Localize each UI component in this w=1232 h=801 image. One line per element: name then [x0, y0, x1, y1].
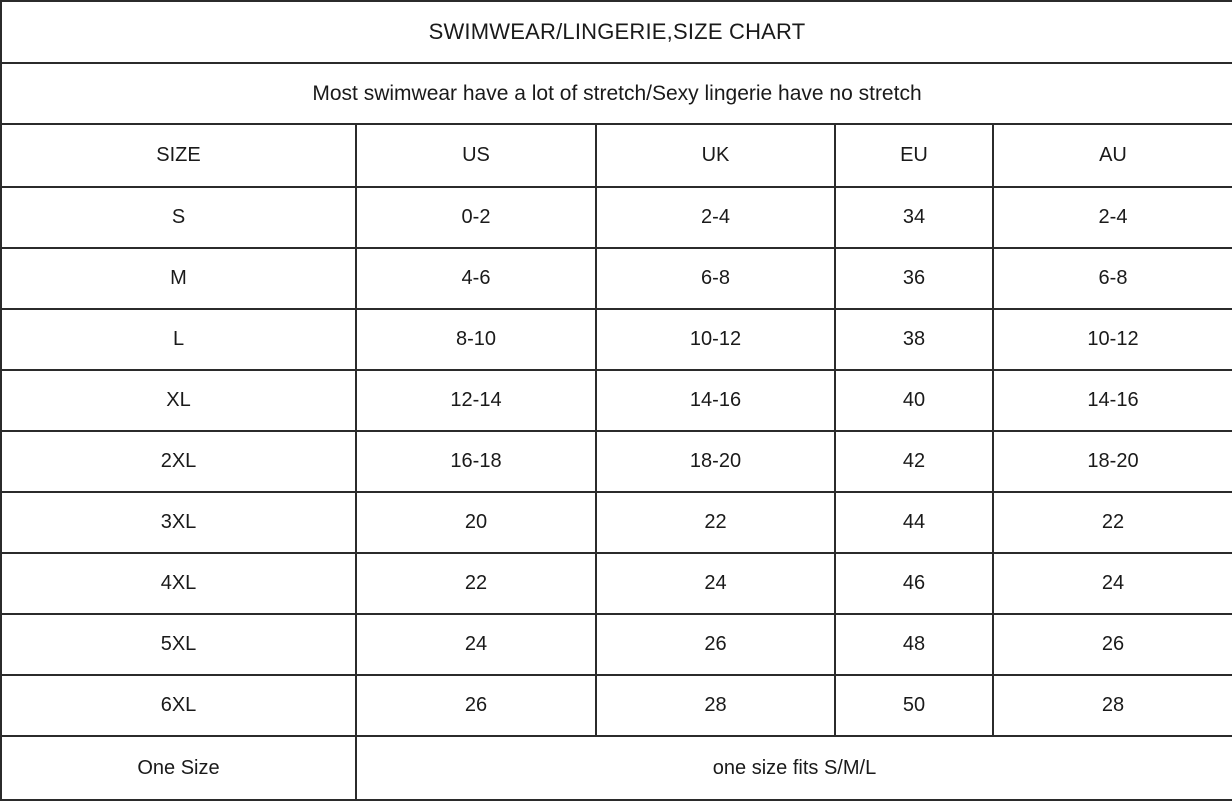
cell-au: 24: [992, 552, 1232, 615]
column-header-eu: EU: [834, 123, 994, 188]
cell-us: 4-6: [355, 247, 597, 310]
column-header-uk: UK: [595, 123, 836, 188]
cell-uk: 24: [595, 552, 836, 615]
table-row: 4XL 22 24 46 24: [0, 552, 1232, 615]
cell-us: 24: [355, 613, 597, 676]
cell-uk: 6-8: [595, 247, 836, 310]
cell-uk: 22: [595, 491, 836, 554]
cell-au: 14-16: [992, 369, 1232, 432]
one-size-row: One Size one size fits S/M/L: [0, 735, 1232, 801]
table-row: XL 12-14 14-16 40 14-16: [0, 369, 1232, 432]
column-header-size: SIZE: [0, 123, 357, 188]
cell-size: M: [0, 247, 357, 310]
column-header-au: AU: [992, 123, 1232, 188]
cell-us: 0-2: [355, 186, 597, 249]
cell-eu: 42: [834, 430, 994, 493]
cell-us: 20: [355, 491, 597, 554]
table-row: S 0-2 2-4 34 2-4: [0, 186, 1232, 249]
cell-us: 8-10: [355, 308, 597, 371]
cell-us: 26: [355, 674, 597, 737]
cell-size: 5XL: [0, 613, 357, 676]
cell-au: 6-8: [992, 247, 1232, 310]
cell-one-size-label: One Size: [0, 735, 357, 801]
cell-au: 28: [992, 674, 1232, 737]
cell-uk: 14-16: [595, 369, 836, 432]
cell-size: 6XL: [0, 674, 357, 737]
cell-au: 10-12: [992, 308, 1232, 371]
cell-au: 2-4: [992, 186, 1232, 249]
cell-size: 4XL: [0, 552, 357, 615]
chart-subtitle-row: Most swimwear have a lot of stretch/Sexy…: [0, 62, 1232, 125]
table-row: M 4-6 6-8 36 6-8: [0, 247, 1232, 310]
chart-subtitle: Most swimwear have a lot of stretch/Sexy…: [0, 62, 1232, 125]
column-header-us: US: [355, 123, 597, 188]
cell-one-size-note: one size fits S/M/L: [355, 735, 1232, 801]
table-row: 6XL 26 28 50 28: [0, 674, 1232, 737]
cell-au: 26: [992, 613, 1232, 676]
cell-eu: 44: [834, 491, 994, 554]
column-header-row: SIZE US UK EU AU: [0, 123, 1232, 188]
cell-eu: 36: [834, 247, 994, 310]
cell-au: 18-20: [992, 430, 1232, 493]
cell-us: 16-18: [355, 430, 597, 493]
cell-uk: 26: [595, 613, 836, 676]
cell-size: 3XL: [0, 491, 357, 554]
cell-us: 12-14: [355, 369, 597, 432]
cell-uk: 18-20: [595, 430, 836, 493]
cell-eu: 38: [834, 308, 994, 371]
cell-eu: 50: [834, 674, 994, 737]
chart-title: SWIMWEAR/LINGERIE,SIZE CHART: [0, 0, 1232, 64]
cell-size: XL: [0, 369, 357, 432]
cell-us: 22: [355, 552, 597, 615]
cell-eu: 48: [834, 613, 994, 676]
cell-size: S: [0, 186, 357, 249]
cell-eu: 46: [834, 552, 994, 615]
cell-au: 22: [992, 491, 1232, 554]
table-row: 3XL 20 22 44 22: [0, 491, 1232, 554]
cell-eu: 40: [834, 369, 994, 432]
table-row: L 8-10 10-12 38 10-12: [0, 308, 1232, 371]
cell-uk: 28: [595, 674, 836, 737]
cell-uk: 2-4: [595, 186, 836, 249]
cell-uk: 10-12: [595, 308, 836, 371]
chart-title-row: SWIMWEAR/LINGERIE,SIZE CHART: [0, 0, 1232, 64]
cell-eu: 34: [834, 186, 994, 249]
cell-size: 2XL: [0, 430, 357, 493]
cell-size: L: [0, 308, 357, 371]
table-row: 5XL 24 26 48 26: [0, 613, 1232, 676]
table-row: 2XL 16-18 18-20 42 18-20: [0, 430, 1232, 493]
